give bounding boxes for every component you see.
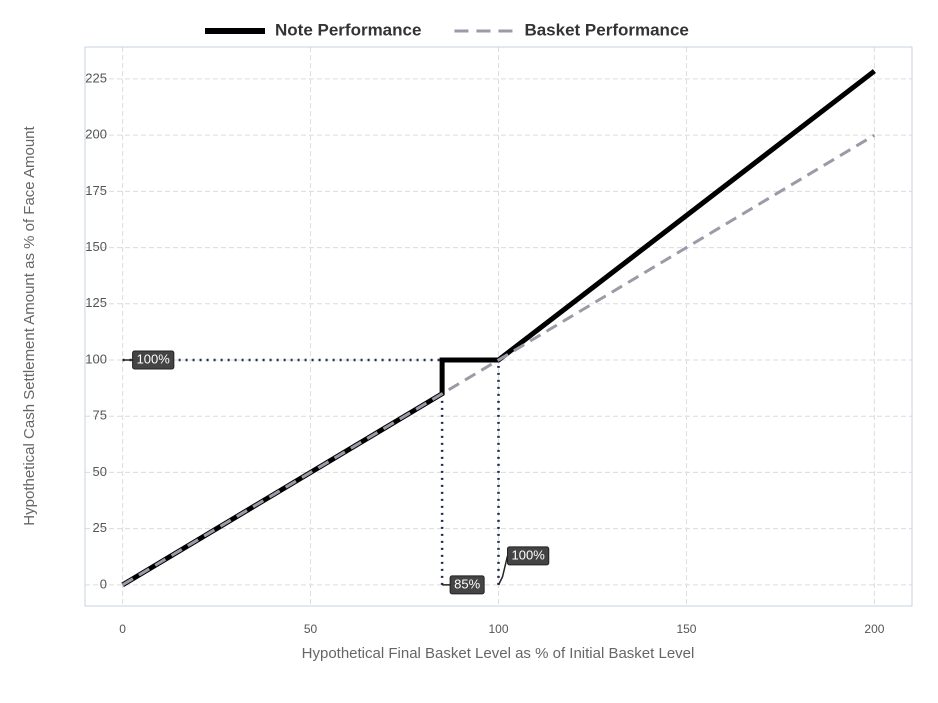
annotation-box bbox=[449, 575, 485, 595]
x-tick-label: 50 bbox=[304, 622, 318, 636]
y-tick-label: 50 bbox=[93, 464, 107, 479]
annotation: 100% bbox=[132, 350, 175, 370]
y-tick-label: 25 bbox=[93, 520, 107, 535]
y-tick-label: 225 bbox=[85, 70, 107, 85]
y-tick-label: 200 bbox=[85, 127, 107, 142]
x-tick-label: 0 bbox=[119, 622, 126, 636]
plot-frame bbox=[84, 46, 913, 607]
x-tick-label: 100 bbox=[488, 622, 508, 636]
legend-label: Note Performance bbox=[275, 20, 421, 39]
grid bbox=[85, 47, 912, 606]
annotation-box bbox=[132, 350, 175, 370]
y-axis-label: Hypothetical Cash Settlement Amount as %… bbox=[21, 125, 38, 525]
x-tick-label: 150 bbox=[676, 622, 696, 636]
legend-label: Basket Performance bbox=[524, 20, 688, 39]
annotation: 100% bbox=[507, 546, 550, 566]
x-axis-label: Hypothetical Final Basket Level as % of … bbox=[302, 645, 695, 662]
y-tick-label: 0 bbox=[100, 576, 107, 591]
annotation-label: 85% bbox=[454, 576, 480, 591]
annotation-label: 100% bbox=[512, 547, 546, 562]
annotation: 85% bbox=[449, 575, 485, 595]
y-tick-label: 100 bbox=[85, 351, 107, 366]
y-tick-label: 175 bbox=[85, 183, 107, 198]
annotation-leader bbox=[497, 555, 509, 586]
legend: Note Performance Basket Performance bbox=[205, 20, 689, 39]
y-tick-label: 150 bbox=[85, 239, 107, 254]
series-line bbox=[121, 133, 876, 587]
annotation-label: 100% bbox=[137, 351, 171, 366]
x-tick-label: 200 bbox=[864, 622, 884, 636]
y-tick-label: 75 bbox=[93, 408, 107, 423]
y-tick-label: 125 bbox=[85, 295, 107, 310]
annotation-box bbox=[507, 546, 550, 566]
